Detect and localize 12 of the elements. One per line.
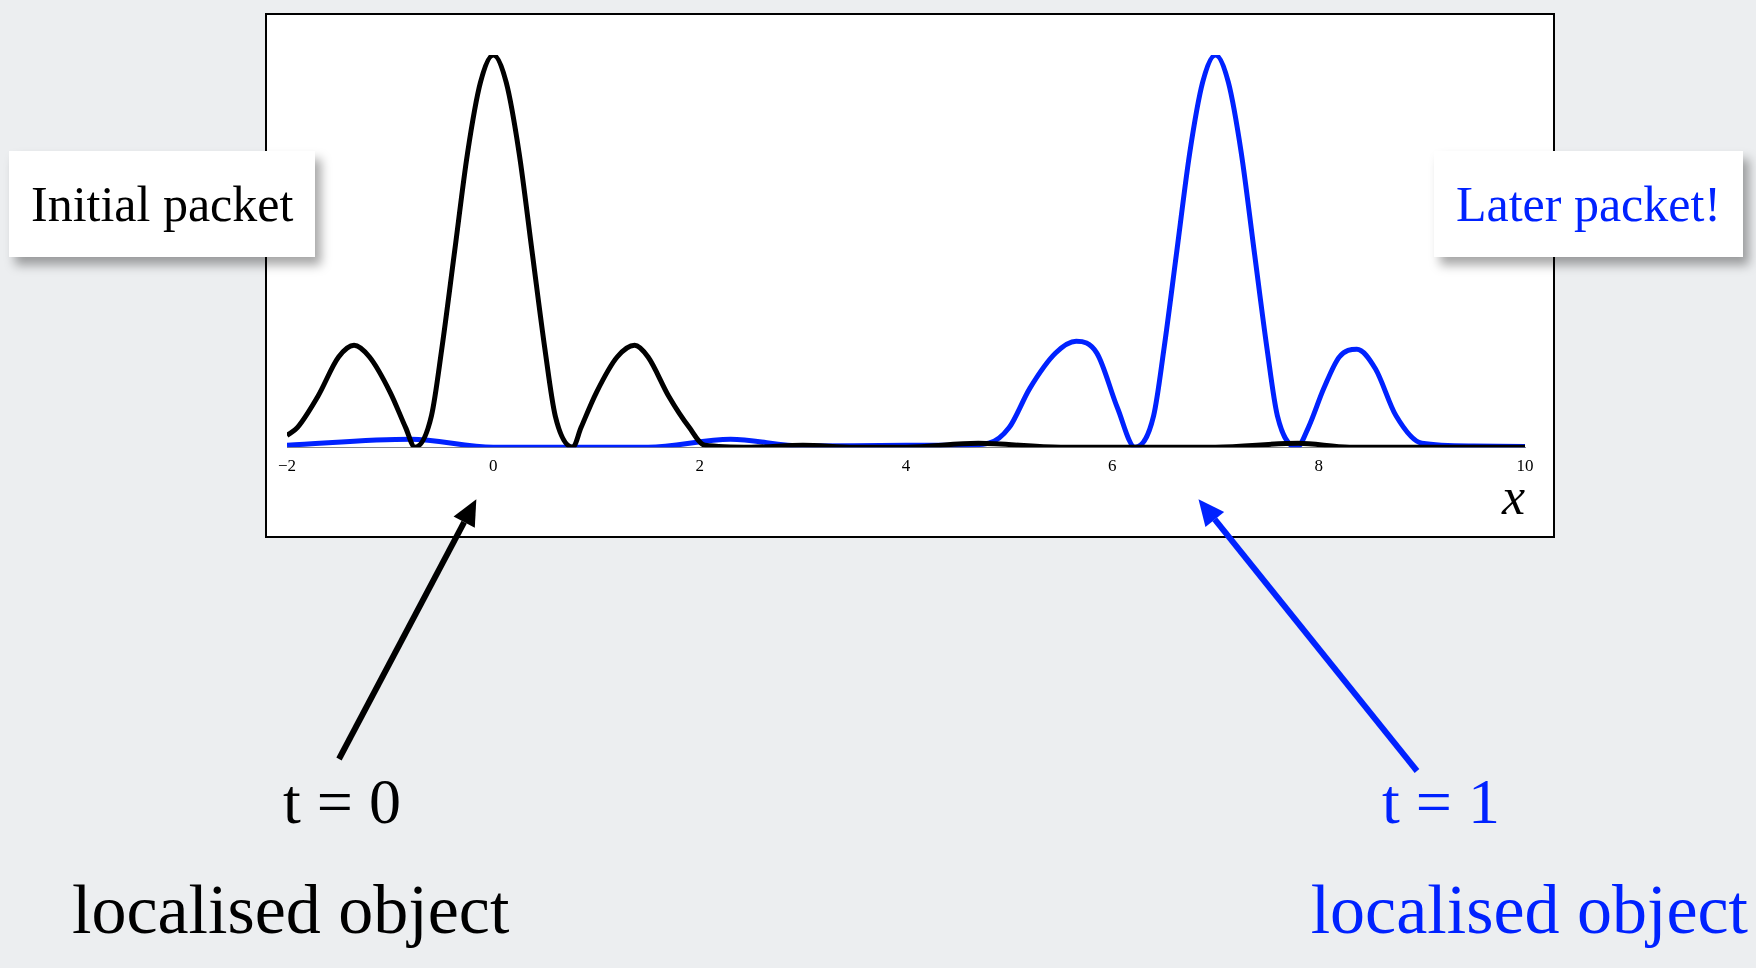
text: t = 0 [283,765,401,839]
x-tick-label: 2 [695,455,704,475]
text: localised object [72,870,510,950]
text: localised object [1310,870,1748,950]
x-tick-label: −2 [277,455,297,475]
x-tick-label: 6 [1108,455,1117,475]
x-tick-label: 4 [901,455,911,475]
x-tick-label: 0 [489,455,498,475]
x-tick-label: 8 [1314,455,1323,475]
text: t = 1 [1382,765,1500,839]
text: Initial packet [9,151,316,257]
text: Later packet! [1433,151,1743,257]
